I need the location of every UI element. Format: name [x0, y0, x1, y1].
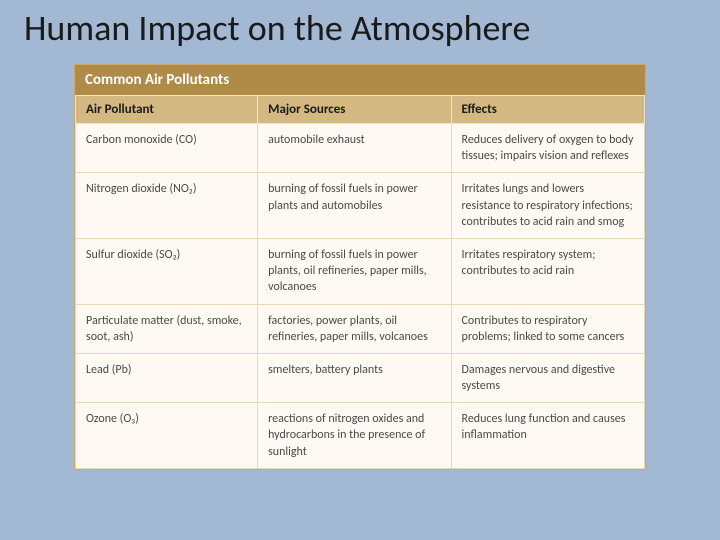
cell-pollutant: Ozone (O₃) — [76, 403, 258, 469]
cell-pollutant: Lead (Pb) — [76, 353, 258, 402]
cell-effects: Contributes to respiratory problems; lin… — [451, 304, 644, 353]
cell-pollutant: Nitrogen dioxide (NO₂) — [76, 173, 258, 239]
cell-effects: Irritates lungs and lowers resistance to… — [451, 173, 644, 239]
pollutants-table: Common Air Pollutants Air Pollutant Majo… — [74, 64, 646, 470]
cell-sources: burning of fossil fuels in power plants … — [258, 173, 451, 239]
table-header-row: Air Pollutant Major Sources Effects — [76, 96, 645, 124]
table-row: Particulate matter (dust, smoke, soot, a… — [76, 304, 645, 353]
table-row: Sulfur dioxide (SO₂) burning of fossil f… — [76, 238, 645, 304]
page-title: Human Impact on the Atmosphere — [24, 6, 530, 50]
cell-sources: smelters, battery plants — [258, 353, 451, 402]
table-row: Ozone (O₃) reactions of nitrogen oxides … — [76, 403, 645, 469]
cell-pollutant: Particulate matter (dust, smoke, soot, a… — [76, 304, 258, 353]
slide: Human Impact on the Atmosphere Common Ai… — [0, 0, 720, 540]
col-header-sources: Major Sources — [258, 96, 451, 124]
cell-sources: burning of fossil fuels in power plants,… — [258, 238, 451, 304]
table-row: Carbon monoxide (CO) automobile exhaust … — [76, 124, 645, 173]
cell-effects: Reduces delivery of oxygen to body tissu… — [451, 124, 644, 173]
table-grid: Air Pollutant Major Sources Effects Carb… — [75, 95, 645, 469]
col-header-effects: Effects — [451, 96, 644, 124]
table-title: Common Air Pollutants — [75, 65, 645, 95]
cell-effects: Irritates respiratory system; contribute… — [451, 238, 644, 304]
cell-effects: Reduces lung function and causes inflamm… — [451, 403, 644, 469]
cell-effects: Damages nervous and digestive systems — [451, 353, 644, 402]
cell-sources: reactions of nitrogen oxides and hydroca… — [258, 403, 451, 469]
cell-sources: factories, power plants, oil refineries,… — [258, 304, 451, 353]
table-row: Nitrogen dioxide (NO₂) burning of fossil… — [76, 173, 645, 239]
cell-sources: automobile exhaust — [258, 124, 451, 173]
cell-pollutant: Carbon monoxide (CO) — [76, 124, 258, 173]
cell-pollutant: Sulfur dioxide (SO₂) — [76, 238, 258, 304]
table-row: Lead (Pb) smelters, battery plants Damag… — [76, 353, 645, 402]
col-header-pollutant: Air Pollutant — [76, 96, 258, 124]
